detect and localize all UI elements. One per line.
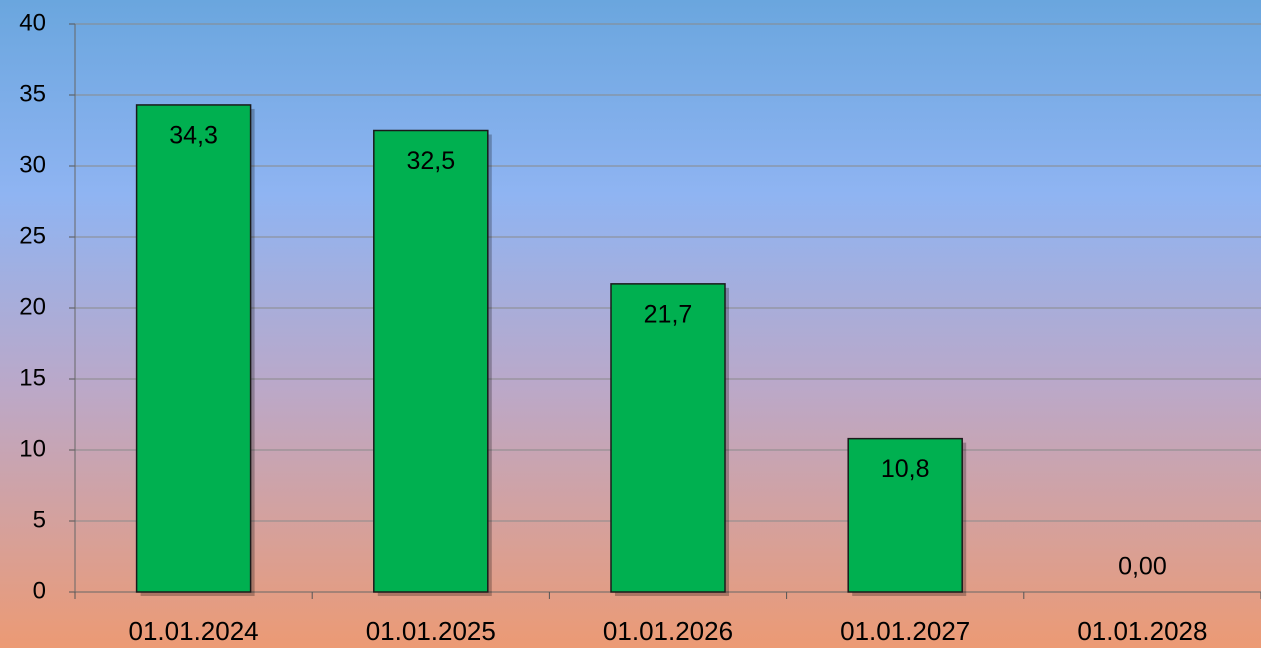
value-label: 34,3 — [169, 122, 218, 150]
y-tick-label: 15 — [19, 364, 46, 391]
y-tick-label: 40 — [19, 9, 46, 36]
x-tick-label: 01.01.2026 — [603, 616, 733, 646]
bar — [135, 104, 252, 593]
labels: 0 5 10 15 20 25 30 35 40 01.01.2024 34,3 01.01.2025… — [19, 9, 1207, 646]
value-label: 32,5 — [406, 147, 455, 175]
value-label: 10,8 — [881, 455, 930, 483]
bar — [373, 129, 489, 593]
x-tick-label: 01.01.2024 — [129, 616, 259, 646]
bar — [847, 437, 963, 593]
y-tick-label: 5 — [33, 506, 46, 533]
x-tick-label: 01.01.2025 — [366, 616, 496, 646]
x-tick-label: 01.01.2028 — [1077, 616, 1207, 646]
y-tick-label: 35 — [19, 80, 46, 107]
y-tick-label: 25 — [19, 222, 46, 249]
y-tick-label: 0 — [33, 577, 46, 604]
bar — [610, 283, 726, 593]
value-label: 21,7 — [644, 300, 693, 328]
y-tick-label: 30 — [19, 151, 46, 178]
value-label: 0,00 — [1118, 553, 1167, 581]
x-tick-label: 01.01.2027 — [840, 616, 970, 646]
bars — [135, 104, 967, 596]
y-tick-label: 20 — [19, 293, 46, 320]
y-tick-label: 10 — [19, 435, 46, 462]
